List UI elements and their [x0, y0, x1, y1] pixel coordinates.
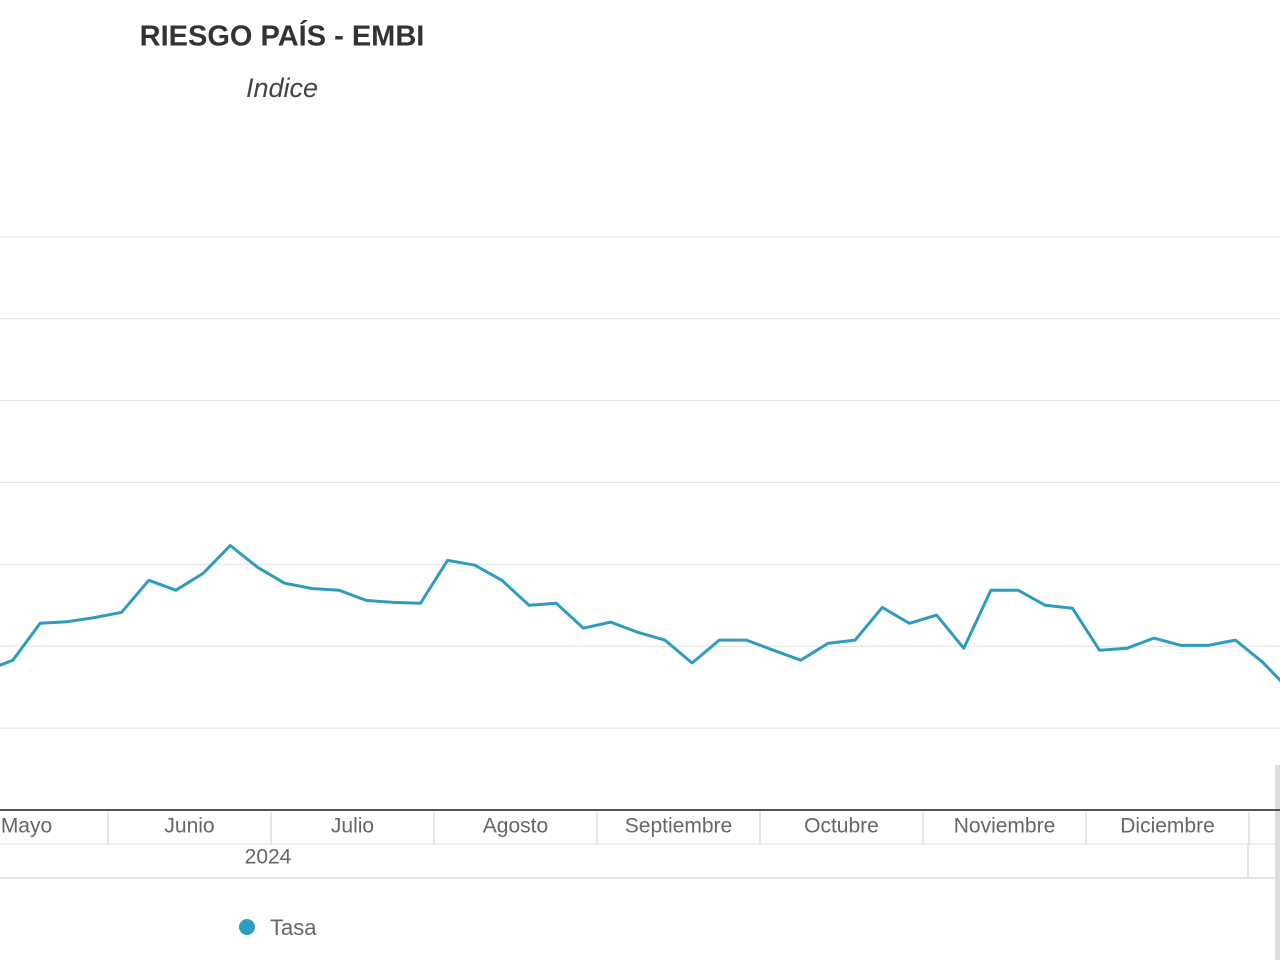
- x-tick-label: Junio: [164, 815, 214, 838]
- x-tick-label: Julio: [331, 815, 374, 838]
- chart-title: RIESGO PAÍS - EMBI: [140, 19, 425, 53]
- legend-label: Tasa: [270, 915, 317, 940]
- x-tick-label: Mayo: [1, 815, 52, 838]
- scrollbar: [1275, 765, 1280, 960]
- legend-marker: [239, 919, 255, 935]
- chart-subtitle: Indice: [246, 73, 318, 103]
- x-tick-label: Octubre: [804, 815, 879, 838]
- x-tick-label: Diciembre: [1120, 815, 1215, 838]
- x-tick-label: Septiembre: [625, 815, 732, 838]
- year-label: 2024: [245, 846, 292, 869]
- x-tick-label: Noviembre: [954, 815, 1056, 838]
- x-tick-label: Agosto: [483, 815, 548, 838]
- data-line: [0, 544, 1280, 683]
